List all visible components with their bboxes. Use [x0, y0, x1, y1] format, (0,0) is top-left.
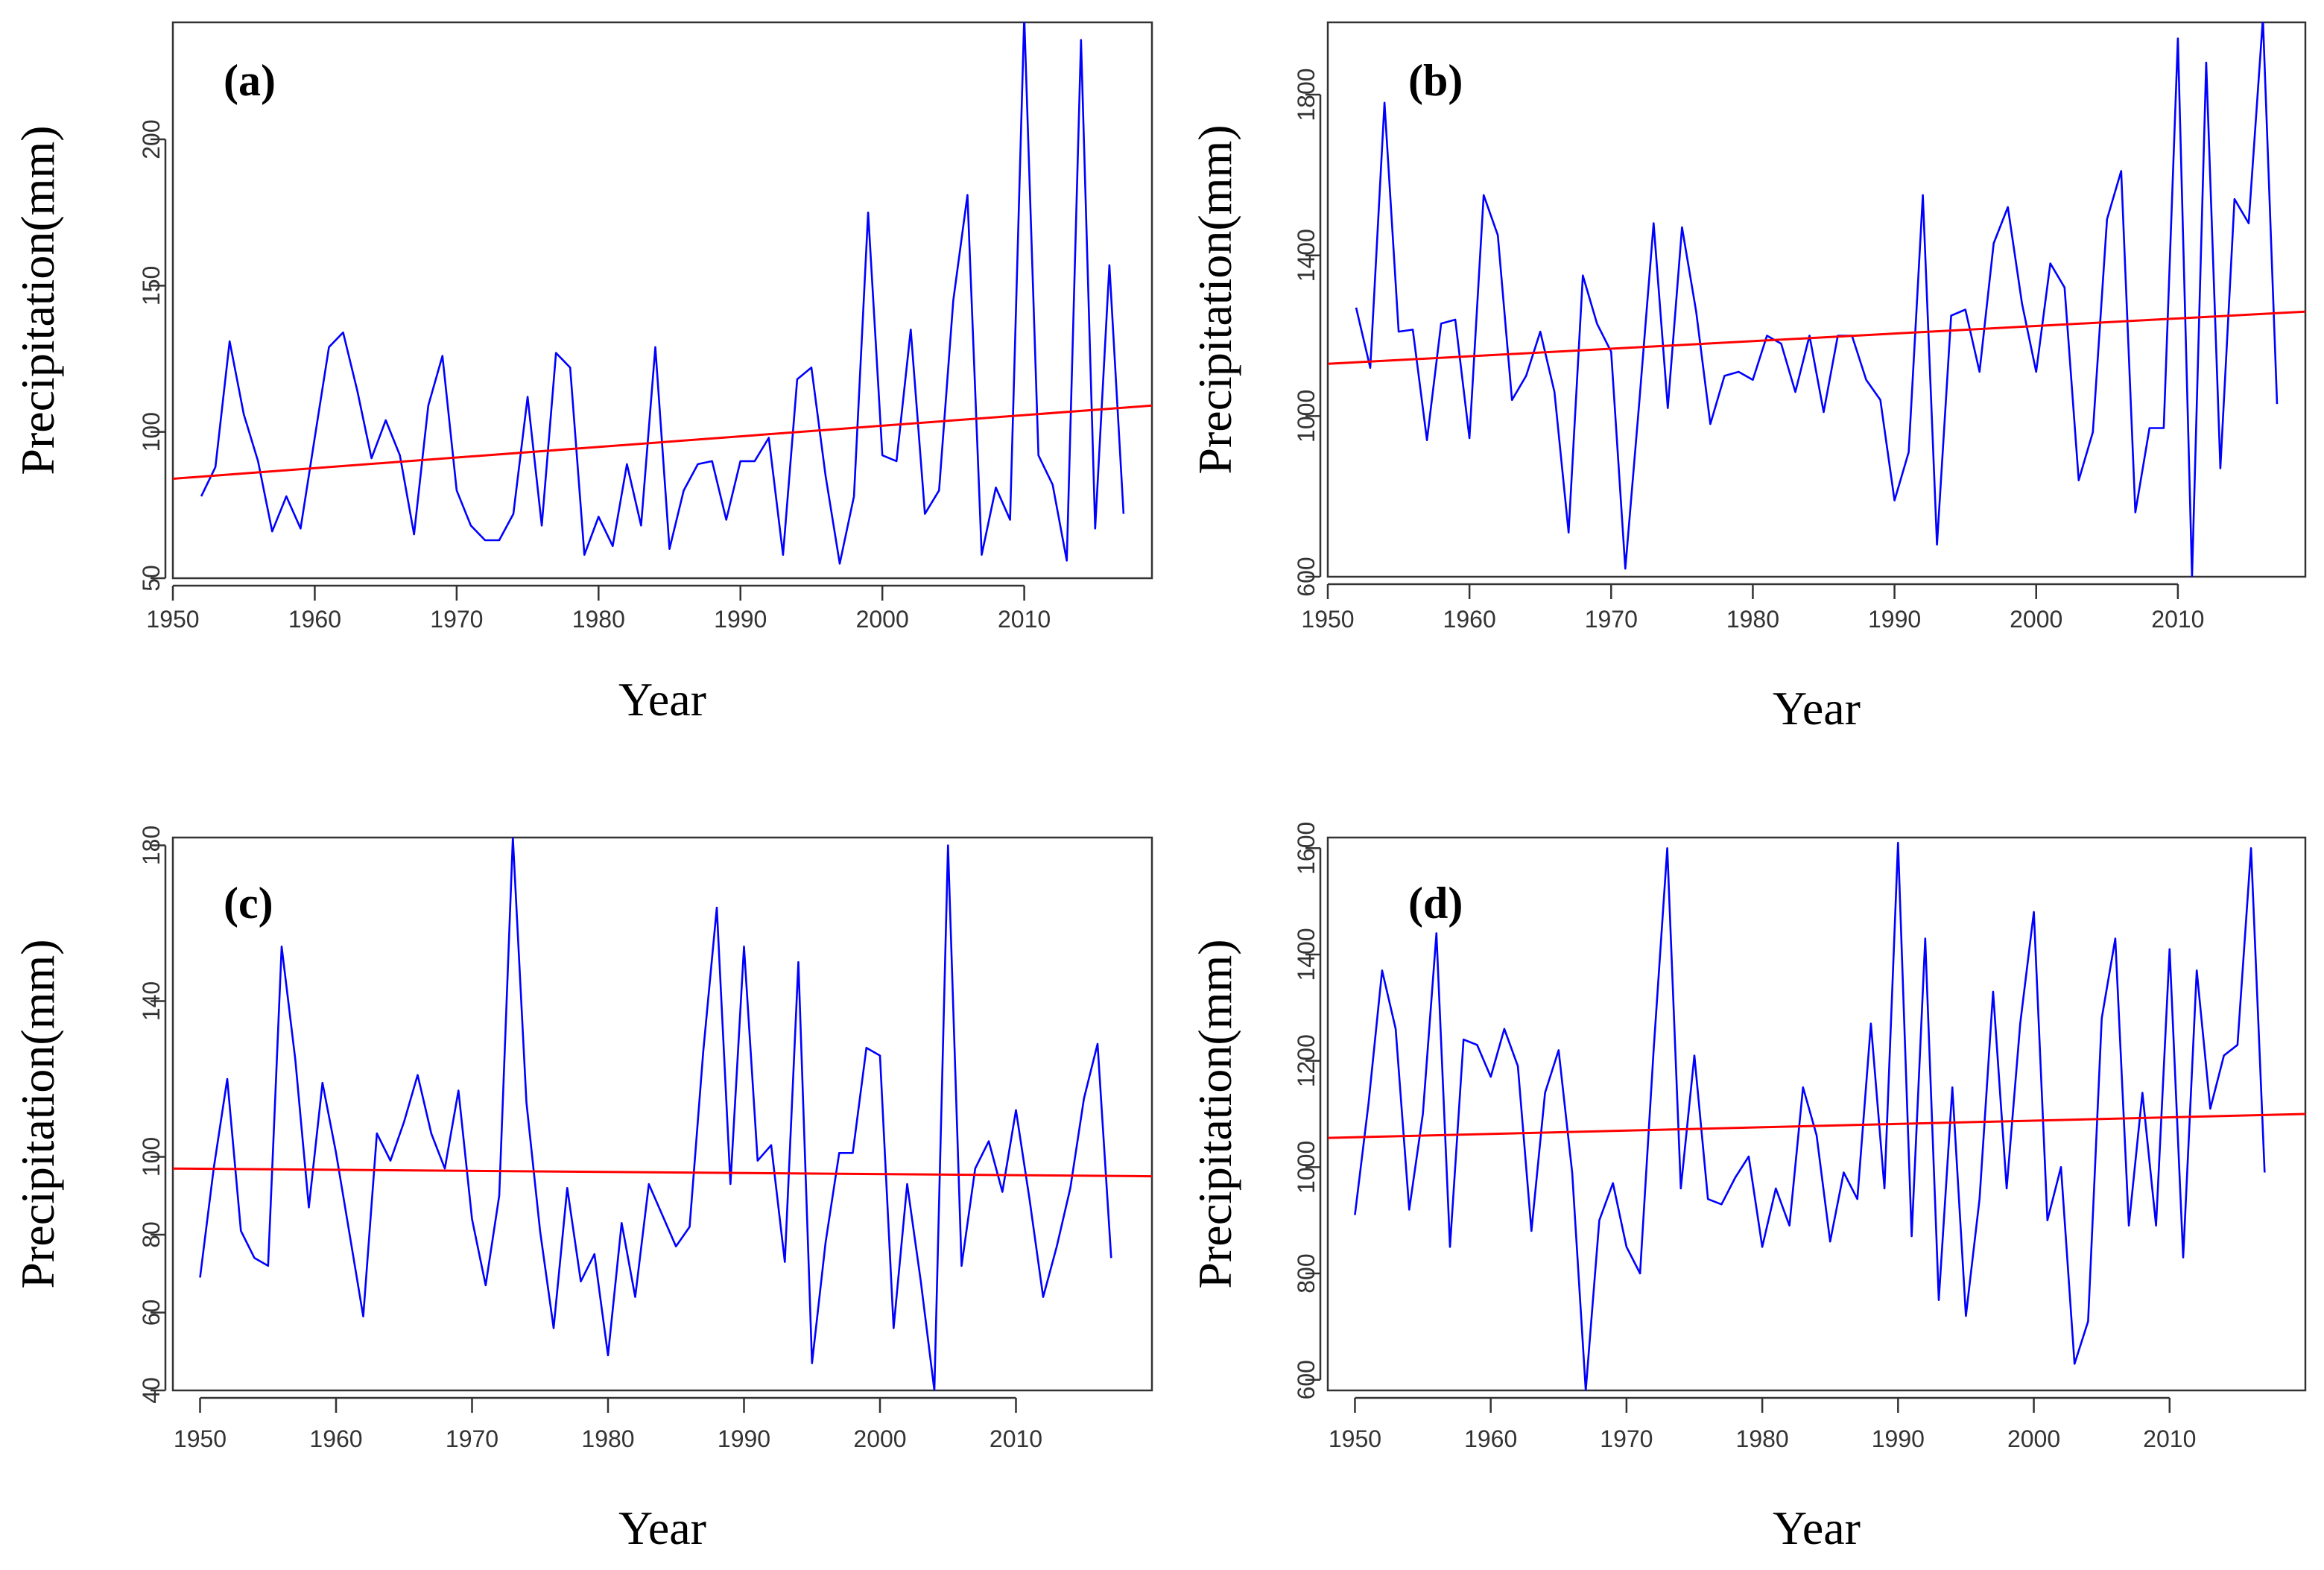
x-tick-label: 1970 — [430, 606, 483, 633]
x-axis-label: Year — [1773, 682, 1861, 735]
y-tick-label: 50 — [138, 565, 165, 592]
panel-a: 1950 1960 1970 1980 1990 2000 2010 50 100 150 200 Y… — [11, 21, 1153, 726]
x-tick-label: 1990 — [1868, 606, 1921, 633]
y-tick-label: 1000 — [1293, 1141, 1320, 1194]
y-tick-label: 1400 — [1293, 229, 1320, 282]
x-tick-label: 2010 — [998, 606, 1051, 633]
y-tick-label: 150 — [138, 266, 165, 306]
plot-frame — [1326, 21, 2307, 578]
series-line-precipitation — [199, 838, 1112, 1390]
x-tick-label: 1950 — [1329, 1425, 1381, 1452]
y-tick-label: 800 — [1293, 1253, 1320, 1293]
y-tick-label: 60 — [138, 1300, 165, 1326]
y-tick-label: 1600 — [1293, 822, 1320, 875]
y-tick-label: 40 — [138, 1377, 165, 1404]
panel-label: (c) — [224, 879, 273, 928]
panel-label: (a) — [224, 56, 276, 105]
plot-frame — [171, 836, 1153, 1392]
y-tick-label: 600 — [1293, 1360, 1320, 1399]
y-tick-label: 180 — [138, 826, 165, 865]
y-axis-label: Precipitation(mm) — [1188, 124, 1241, 474]
series-line-precipitation — [200, 22, 1125, 565]
plot-frame — [171, 21, 1153, 580]
panel-label: (d) — [1408, 879, 1463, 928]
x-axis-label: Year — [618, 673, 706, 726]
panel-b: 1950 1960 1970 1980 1990 2000 2010 600 1000 1400 1… — [1188, 21, 2307, 735]
x-tick-label: 1960 — [309, 1425, 362, 1452]
y-axis-label: Precipitation(mm) — [11, 939, 64, 1288]
x-tick-label: 1960 — [288, 606, 341, 633]
x-tick-label: 2010 — [990, 1425, 1042, 1452]
x-tick-label: 1990 — [718, 1425, 770, 1452]
y-axis-label: Precipitation(mm) — [11, 125, 64, 475]
x-tick-label: 1970 — [1600, 1425, 1653, 1452]
x-tick-label: 1960 — [1464, 1425, 1517, 1452]
y-axis-label: Precipitation(mm) — [1188, 939, 1241, 1288]
y-tick-label: 100 — [138, 412, 165, 452]
trend-line — [1328, 310, 2305, 365]
panel-c: 1950 1960 1970 1980 1990 2000 2010 40 60 80 100 140… — [11, 826, 1153, 1554]
series-line-precipitation — [1355, 22, 2279, 577]
x-tick-label: 2010 — [2151, 606, 2204, 633]
x-tick-label: 2010 — [2143, 1425, 2196, 1452]
y-tick-label: 80 — [138, 1221, 165, 1248]
panel-label: (b) — [1408, 56, 1463, 105]
x-tick-label: 2000 — [2007, 1425, 2060, 1452]
x-tick-label: 1970 — [446, 1425, 498, 1452]
x-axis-label: Year — [1773, 1501, 1861, 1554]
series-line-precipitation — [1354, 841, 2266, 1390]
y-tick-label: 1200 — [1293, 1034, 1320, 1087]
panel-d: 1950 1960 1970 1980 1990 2000 2010 600 800 1000 12… — [1188, 822, 2307, 1554]
x-tick-label: 1980 — [581, 1425, 634, 1452]
x-tick-label: 2000 — [2010, 606, 2062, 633]
x-tick-label: 1960 — [1443, 606, 1496, 633]
trend-line — [173, 404, 1152, 480]
trend-line — [1328, 1112, 2305, 1139]
plot-frame — [1326, 836, 2307, 1392]
x-tick-label: 1950 — [146, 606, 199, 633]
y-tick-label: 200 — [138, 119, 165, 159]
trend-line — [173, 1167, 1152, 1178]
y-tick-label: 1000 — [1293, 390, 1320, 443]
x-tick-label: 2000 — [853, 1425, 906, 1452]
x-tick-label: 1950 — [174, 1425, 227, 1452]
x-tick-label: 1990 — [1872, 1425, 1925, 1452]
y-tick-label: 1400 — [1293, 928, 1320, 981]
y-tick-label: 1800 — [1293, 68, 1320, 121]
y-tick-label: 100 — [138, 1137, 165, 1177]
y-tick-label: 600 — [1293, 557, 1320, 596]
x-tick-label: 1950 — [1301, 606, 1354, 633]
x-tick-label: 1970 — [1585, 606, 1638, 633]
x-axis-label: Year — [618, 1501, 706, 1554]
x-tick-label: 1980 — [1726, 606, 1779, 633]
x-tick-label: 2000 — [856, 606, 909, 633]
y-tick-label: 140 — [138, 981, 165, 1021]
x-tick-label: 1980 — [572, 606, 625, 633]
x-tick-label: 1980 — [1736, 1425, 1789, 1452]
x-tick-label: 1990 — [714, 606, 767, 633]
